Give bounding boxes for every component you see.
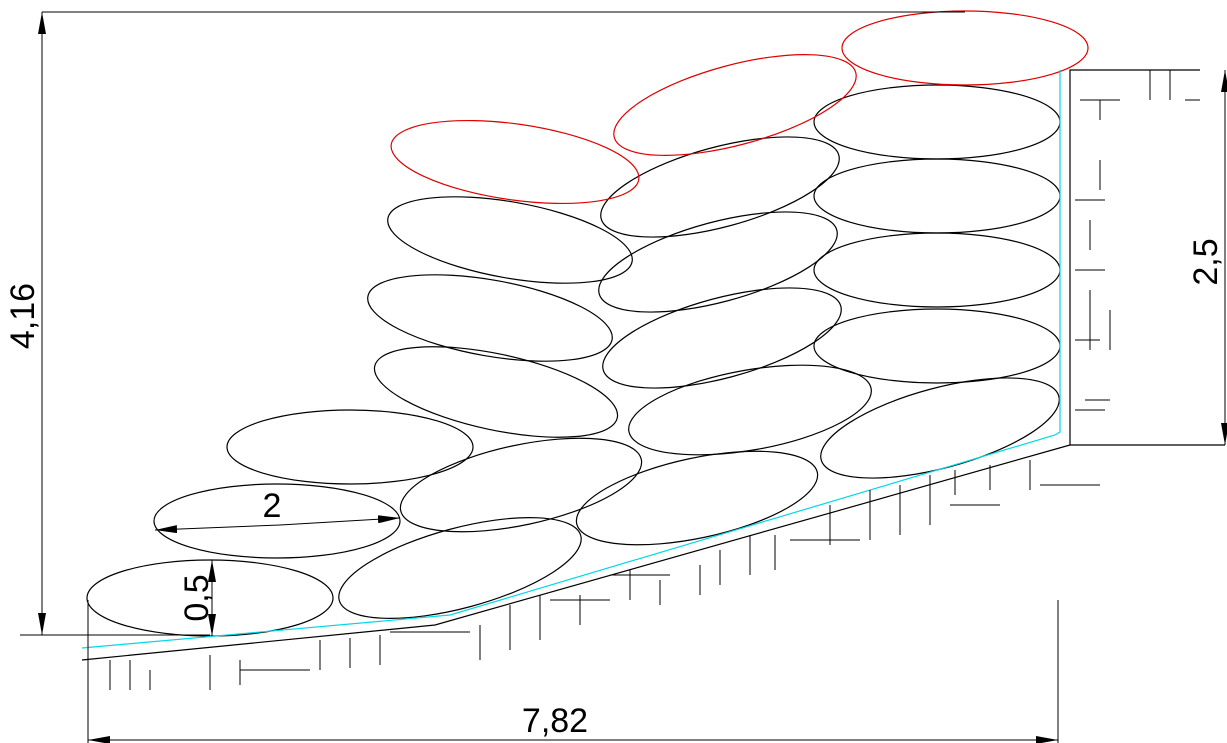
bag-thickness-label: 0,5 bbox=[178, 574, 216, 621]
dimension-lines bbox=[20, 11, 1227, 743]
bag-length-label: 2 bbox=[263, 487, 282, 525]
wall-height-label: 2,5 bbox=[1187, 238, 1225, 285]
height-label: 4,16 bbox=[4, 283, 42, 349]
ground bbox=[81, 69, 1225, 690]
width-label: 7,82 bbox=[522, 702, 588, 740]
bags bbox=[86, 10, 1089, 637]
